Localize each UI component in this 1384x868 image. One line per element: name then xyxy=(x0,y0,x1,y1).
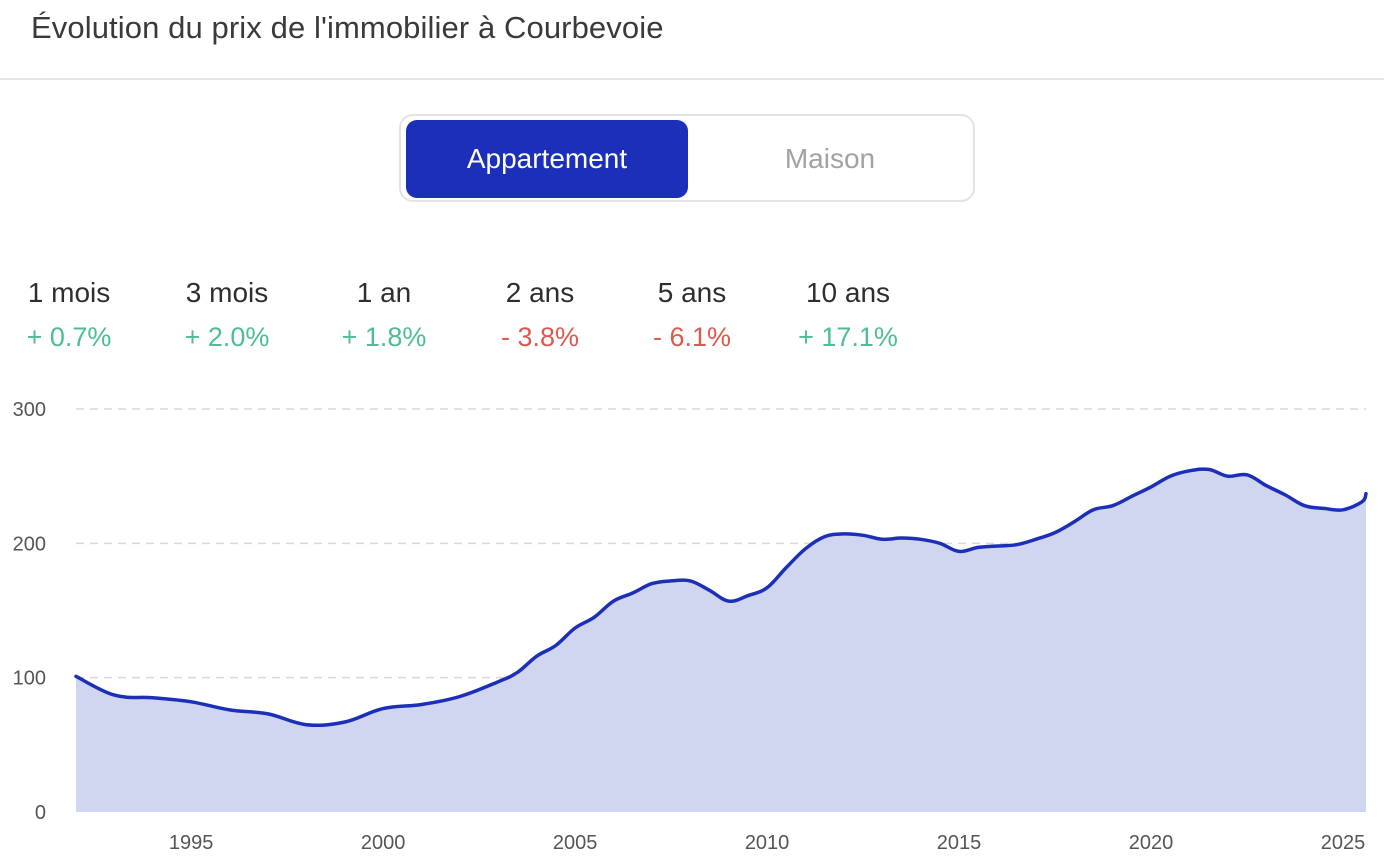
x-tick-label: 2025 xyxy=(1321,832,1366,854)
x-tick-label: 2005 xyxy=(553,832,598,854)
property-type-toggle: Appartement Maison xyxy=(399,114,975,202)
stat-label: 2 ans xyxy=(505,277,575,308)
x-tick-label: 2010 xyxy=(745,832,790,854)
stat-value: - 3.8% xyxy=(500,322,580,352)
stat-value: + 1.8% xyxy=(341,322,427,352)
price-chart: 0 100 200 300 1995 2000 2005 2010 2015 2020 2025 xyxy=(13,399,1368,854)
stat-label: 1 mois xyxy=(27,277,111,308)
price-change-stats: 1 mois + 0.7% 3 mois + 2.0% 1 an + 1.8% … xyxy=(0,276,1000,356)
y-tick-label: 100 xyxy=(13,668,46,690)
stat-value: + 0.7% xyxy=(26,322,112,352)
stat-5-ans: 5 ans - 6.1% xyxy=(641,276,743,354)
y-tick-label: 0 xyxy=(35,802,46,824)
stat-3-mois: 3 mois + 2.0% xyxy=(176,276,278,354)
header-divider xyxy=(0,78,1384,80)
stat-1-an: 1 an + 1.8% xyxy=(333,276,435,354)
stat-10-ans: 10 ans + 17.1% xyxy=(793,276,903,354)
stat-label: 1 an xyxy=(356,277,412,308)
stat-1-mois: 1 mois + 0.7% xyxy=(18,276,120,354)
stat-value: - 6.1% xyxy=(652,322,732,352)
stat-label: 3 mois xyxy=(185,277,269,308)
price-area-fill xyxy=(76,469,1366,812)
x-tick-label: 1995 xyxy=(169,832,214,854)
page-title: Évolution du prix de l'immobilier à Cour… xyxy=(31,10,664,45)
stat-label: 5 ans xyxy=(657,277,727,308)
price-line xyxy=(74,467,1368,728)
toggle-maison-button[interactable]: Maison xyxy=(784,143,876,174)
y-tick-label: 200 xyxy=(13,533,46,555)
x-tick-label: 2015 xyxy=(937,832,982,854)
toggle-appartement-button[interactable]: Appartement xyxy=(406,120,688,198)
y-tick-label: 300 xyxy=(13,399,46,421)
stat-value: + 17.1% xyxy=(798,322,898,352)
stat-value: + 2.0% xyxy=(184,322,270,352)
x-tick-label: 2020 xyxy=(1129,832,1174,854)
stat-2-ans: 2 ans - 3.8% xyxy=(489,276,591,354)
x-tick-label: 2000 xyxy=(361,832,406,854)
stat-label: 10 ans xyxy=(805,277,891,308)
